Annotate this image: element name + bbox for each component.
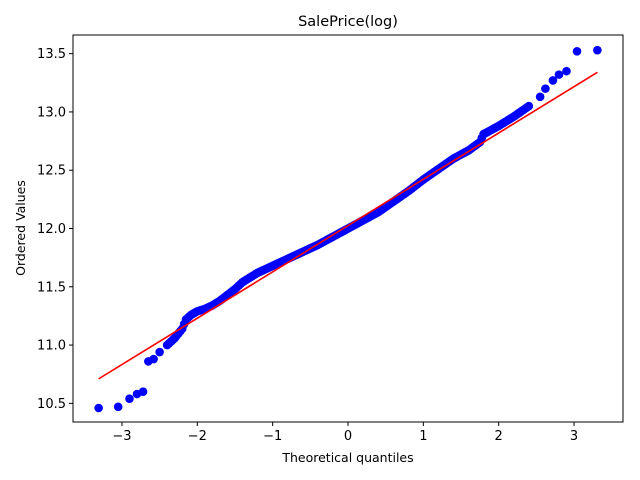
x-tick-label: −1 — [263, 429, 282, 444]
chart-title: SalePrice(log) — [298, 14, 398, 30]
data-point — [138, 387, 148, 396]
y-tick-label: 10.5 — [37, 397, 66, 412]
data-point — [562, 66, 571, 76]
data-point — [541, 84, 550, 93]
data-point — [149, 354, 158, 364]
data-point — [155, 347, 164, 357]
data-point — [535, 92, 545, 102]
fit-line — [98, 71, 598, 380]
data-point — [554, 70, 564, 79]
y-axis-ticks: 10.5 11.0 11.5 12.0 12.5 13.0 13.5 — [37, 47, 73, 412]
data-point — [524, 101, 534, 111]
y-axis-label: Ordered Values — [13, 180, 28, 276]
x-tick-label: 1 — [419, 429, 427, 444]
data-point — [572, 47, 582, 56]
data-point — [593, 45, 602, 55]
x-tick-label: 0 — [344, 429, 352, 444]
x-tick-label: −2 — [188, 429, 207, 444]
data-point — [548, 76, 558, 85]
data-point — [125, 394, 134, 403]
y-tick-label: 13.0 — [37, 105, 66, 120]
scatter-points — [94, 45, 602, 413]
fit-line-layer — [98, 71, 598, 380]
y-tick-label: 11.5 — [37, 280, 66, 295]
y-tick-label: 12.5 — [37, 164, 66, 179]
y-tick-label: 13.5 — [37, 47, 66, 62]
x-tick-label: −3 — [112, 429, 131, 444]
data-point — [94, 403, 103, 413]
x-axis-ticks: −3 −2 −1 0 1 2 3 — [112, 422, 578, 444]
y-tick-label: 11.0 — [37, 339, 66, 354]
x-tick-label: 2 — [495, 429, 503, 444]
data-point — [113, 402, 123, 412]
x-axis-label: Theoretical quantiles — [281, 450, 413, 465]
y-tick-label: 12.0 — [37, 222, 66, 237]
x-tick-label: 3 — [570, 429, 578, 444]
